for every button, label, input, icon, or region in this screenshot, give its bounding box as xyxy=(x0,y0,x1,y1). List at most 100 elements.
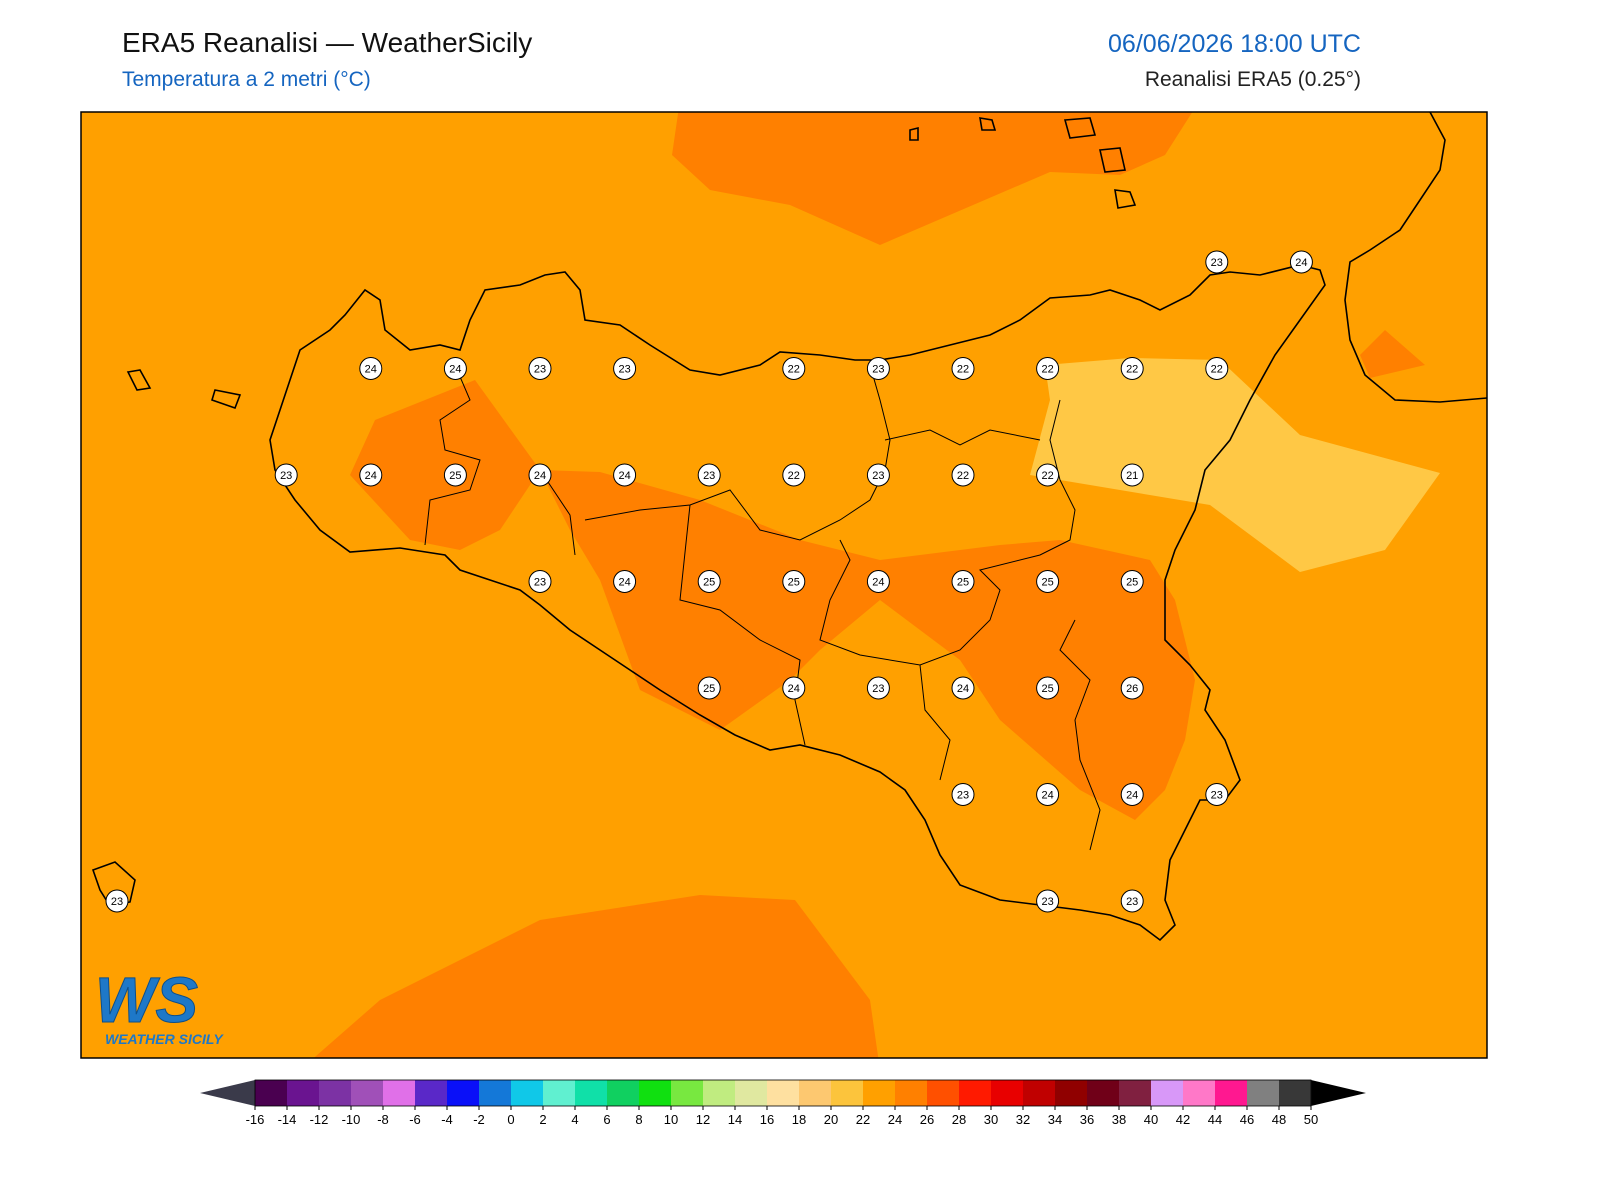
logo: WS WEATHER SICILY xyxy=(95,964,225,1048)
station-value: 22 xyxy=(957,363,969,375)
station-value: 23 xyxy=(618,363,630,375)
colorbar-tick-label: 24 xyxy=(888,1112,902,1127)
colorbar-tick-label: 20 xyxy=(824,1112,838,1127)
station-marker xyxy=(951,676,975,700)
colorbar-tick-label: -16 xyxy=(246,1112,265,1127)
colorbar-tick-label: -4 xyxy=(441,1112,453,1127)
station-value: 24 xyxy=(618,576,630,588)
colorbar-bin xyxy=(863,1080,896,1106)
station-marker xyxy=(1205,250,1229,274)
station-marker xyxy=(274,463,298,487)
contour xyxy=(1030,358,1440,572)
colorbar-bin xyxy=(927,1080,960,1106)
station-marker xyxy=(613,570,637,593)
contour xyxy=(350,380,540,550)
contour xyxy=(1360,330,1425,378)
station-marker xyxy=(528,463,552,487)
colorbar-tick-label: 10 xyxy=(664,1112,678,1127)
colorbar-tick-label: 30 xyxy=(984,1112,998,1127)
station-marker xyxy=(697,463,721,487)
colorbar-tick-label: -10 xyxy=(342,1112,361,1127)
station-value: 24 xyxy=(365,470,377,482)
colorbar-bin xyxy=(1151,1080,1184,1106)
colorbar-tick-label: 2 xyxy=(539,1112,546,1127)
station-value: 23 xyxy=(1041,896,1053,908)
logo-mark: WS xyxy=(95,964,198,1036)
station-value: 21 xyxy=(1126,470,1138,482)
colorbar-bin xyxy=(1279,1080,1312,1106)
station-marker xyxy=(951,570,975,593)
station-marker xyxy=(866,463,890,487)
province-borders xyxy=(424,364,1101,851)
colorbar-tick-label: 38 xyxy=(1112,1112,1126,1127)
station-marker xyxy=(528,570,552,593)
station-marker xyxy=(951,357,975,380)
station-value: 24 xyxy=(534,470,546,482)
station-value: 24 xyxy=(449,363,461,375)
colorbar-bin xyxy=(1247,1080,1280,1106)
station-marker xyxy=(782,357,806,380)
colorbar-over xyxy=(1311,1080,1366,1106)
station-marker xyxy=(1036,676,1060,700)
station-marker xyxy=(951,463,975,487)
station-marker xyxy=(359,357,383,380)
station-marker xyxy=(782,676,806,700)
colorbar-bin xyxy=(383,1080,416,1106)
map-frame xyxy=(80,111,1488,1059)
colorbar-tick-label: 18 xyxy=(792,1112,806,1127)
coastline xyxy=(91,112,1487,942)
datetime: 06/06/2026 18:00 UTC xyxy=(1108,30,1361,58)
colorbar-tick-label: -2 xyxy=(473,1112,485,1127)
colorbar-tick-label: 22 xyxy=(856,1112,870,1127)
station-value: 23 xyxy=(1126,896,1138,908)
station-value: 22 xyxy=(1211,363,1223,375)
station-value: 25 xyxy=(957,576,969,588)
colorbar-bin xyxy=(607,1080,640,1106)
station-marker xyxy=(866,570,890,593)
colorbar-tick-label: 0 xyxy=(507,1112,514,1127)
station-marker xyxy=(1036,357,1060,380)
colorbar-bin xyxy=(703,1080,736,1106)
colorbar-bin xyxy=(1215,1080,1248,1106)
colorbar-under xyxy=(200,1080,255,1106)
station-value: 24 xyxy=(788,683,800,695)
colorbar-bin xyxy=(1055,1080,1088,1106)
colorbar-bin xyxy=(255,1080,288,1106)
colorbar-bin xyxy=(1119,1080,1152,1106)
colorbar-tick-label: 12 xyxy=(696,1112,710,1127)
title: ERA5 Reanalisi — WeatherSicily xyxy=(122,27,532,58)
colorbar-tick-label: 8 xyxy=(635,1112,642,1127)
station-value: 22 xyxy=(788,363,800,375)
station-value: 23 xyxy=(872,683,884,695)
station-marker xyxy=(866,676,890,700)
station-value: 23 xyxy=(534,576,546,588)
colorbar-tick-label: 4 xyxy=(571,1112,578,1127)
station-marker xyxy=(1205,357,1229,380)
station-value: 23 xyxy=(111,896,123,908)
station-marker xyxy=(1036,889,1060,913)
colorbar-tick-label: 50 xyxy=(1304,1112,1318,1127)
station-value: 25 xyxy=(1041,576,1053,588)
station-marker xyxy=(866,357,890,380)
colorbar-bin xyxy=(799,1080,832,1106)
map-area: 23 24 24 24 23 23 22 23 22 22 22 22 23 24 25 24 24 23 22 23… xyxy=(81,112,1487,1058)
colorbar-tick-label: -14 xyxy=(278,1112,297,1127)
colorbar-bin xyxy=(287,1080,320,1106)
colorbar-bin xyxy=(735,1080,768,1106)
station-value: 25 xyxy=(1126,576,1138,588)
station-marker xyxy=(1289,250,1313,274)
station-value: 24 xyxy=(1041,789,1053,801)
colorbar: -16 -14 -12 -10 -8 -6 -4 -2 0 2 4 6 8 10 12 14 16 18 20 22 2… xyxy=(200,1079,1366,1127)
station-marker xyxy=(613,463,637,487)
colorbar-tick-label: 16 xyxy=(760,1112,774,1127)
station-marker xyxy=(443,357,467,380)
station-value: 23 xyxy=(280,470,292,482)
colorbar-bin xyxy=(1087,1080,1120,1106)
colorbar-tick-label: 6 xyxy=(603,1112,610,1127)
station-value: 24 xyxy=(365,363,377,375)
station-marker xyxy=(782,570,806,593)
station-value: 25 xyxy=(1041,683,1053,695)
station-marker xyxy=(697,676,721,700)
